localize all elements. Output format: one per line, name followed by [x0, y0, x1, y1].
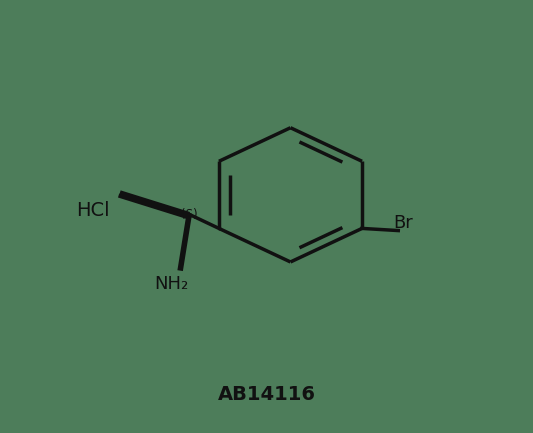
Text: (S): (S) [181, 208, 198, 221]
Text: HCl: HCl [76, 200, 110, 220]
Text: AB14116: AB14116 [217, 385, 316, 404]
Text: NH₂: NH₂ [155, 275, 189, 293]
Text: Br: Br [393, 214, 413, 232]
